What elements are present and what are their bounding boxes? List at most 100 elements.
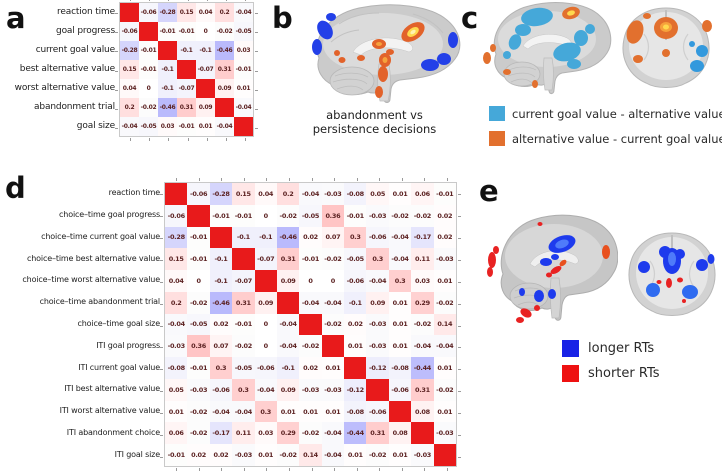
panel-b-caption-line1: abandonment vs xyxy=(326,108,423,122)
matrix-diagonal-cell xyxy=(299,313,322,336)
matrix-cell: -0.28 xyxy=(158,3,177,22)
activation-blobs-e-coronal xyxy=(638,246,715,303)
matrix-cell: -0.1 xyxy=(254,226,277,249)
matrix-cell: -0.07 xyxy=(254,248,277,271)
matrix-cell: -0.1 xyxy=(158,60,177,79)
matrix-cell: -0.1 xyxy=(232,226,255,249)
matrix-diagonal-cell xyxy=(433,444,456,466)
axis-tick xyxy=(266,468,268,471)
brain-coronal-goal-value xyxy=(622,7,712,88)
matrix-cell: 0.01 xyxy=(234,79,253,98)
matrix-cell: -0.07 xyxy=(177,79,196,98)
matrix-cell: 0.01 xyxy=(344,335,367,358)
matrix-cell: -0.02 xyxy=(321,313,345,336)
matrix-cell: -0.08 xyxy=(344,400,367,423)
matrix-cell: 0.03 xyxy=(411,270,434,292)
matrix-row-label: goal size xyxy=(76,120,115,131)
axis-tick xyxy=(356,178,358,181)
matrix-cell: 0.01 xyxy=(321,357,345,379)
matrix-cell: -0.04 xyxy=(276,313,300,336)
matrix-cell: 0.01 xyxy=(388,183,412,205)
matrix-cell: -0.08 xyxy=(165,357,188,379)
matrix-row-label: ITI goal progress xyxy=(96,340,160,350)
panel-a-correlation-matrix: -0.06 -0.28 0.15 0.04 0.2 -0.04 -0.06 -0.01 -0.0… xyxy=(115,0,258,141)
axis-tick xyxy=(255,109,258,111)
axis-tick xyxy=(401,178,403,181)
axis-tick xyxy=(458,435,461,437)
axis-tick xyxy=(206,138,208,141)
axis-tick xyxy=(243,468,245,471)
matrix-cell: 0.03 xyxy=(158,117,177,136)
axis-tick xyxy=(458,369,461,371)
axis-tick xyxy=(160,347,163,349)
matrix-cell: -0.01 xyxy=(139,41,158,60)
matrix-cell: -0.1 xyxy=(209,270,233,292)
matrix-cell: 0.02 xyxy=(209,313,233,336)
legend-label: shorter RTs xyxy=(588,366,660,381)
matrix-cell: 0.09 xyxy=(215,79,234,98)
axis-tick xyxy=(458,347,461,349)
matrix-cell: -0.06 xyxy=(254,357,277,379)
axis-tick xyxy=(245,0,247,1)
axis-tick xyxy=(334,178,336,181)
matrix-cell: -0.05 xyxy=(234,22,253,41)
matrix-cell: 0.03 xyxy=(234,41,253,60)
axis-tick xyxy=(226,138,228,141)
matrix-cell: 0.09 xyxy=(254,291,277,314)
matrix-cell: 0.09 xyxy=(276,270,300,292)
matrix-cell: 0.15 xyxy=(165,248,188,271)
panel-b-letter: b xyxy=(272,1,293,35)
matrix-cell: -0.05 xyxy=(299,204,322,227)
axis-tick xyxy=(160,457,163,459)
axis-tick xyxy=(458,457,461,459)
matrix-cell: -0.02 xyxy=(433,378,456,401)
matrix-cell: 0.14 xyxy=(433,313,456,336)
matrix-cell: 0.05 xyxy=(366,183,389,205)
matrix-row-label: choice–time current goal value xyxy=(41,231,160,241)
matrix-cell: -0.02 xyxy=(215,22,234,41)
matrix-cell: 0.11 xyxy=(411,248,434,271)
axis-tick xyxy=(160,435,163,437)
matrix-cell: 0.04 xyxy=(165,270,188,292)
axis-tick xyxy=(458,413,461,415)
matrix-row-label: ITI worst alternative value xyxy=(59,406,161,416)
matrix-cell: 0.29 xyxy=(411,291,434,314)
matrix-cell: -0.28 xyxy=(209,183,233,205)
matrix-cell: -0.04 xyxy=(433,335,456,358)
matrix-row-label: abandonment trial xyxy=(34,101,115,112)
axis-tick xyxy=(129,138,131,141)
matrix-cell: 0.01 xyxy=(276,400,300,423)
axis-tick xyxy=(458,215,461,217)
matrix-cell: -0.08 xyxy=(344,183,367,205)
axis-tick xyxy=(446,178,448,181)
matrix-cell: -0.03 xyxy=(411,444,434,466)
axis-tick xyxy=(288,468,290,471)
axis-tick xyxy=(458,391,461,393)
axis-tick xyxy=(379,178,381,181)
panel-a-row-labels: reaction time goal progress current goal v… xyxy=(0,2,116,135)
axis-tick xyxy=(115,31,118,33)
panel-d-letter: d xyxy=(5,171,26,205)
axis-tick xyxy=(221,468,223,471)
matrix-diagonal-cell xyxy=(177,60,196,79)
matrix-cell: -0.17 xyxy=(411,226,434,249)
matrix-cell: -0.02 xyxy=(388,204,412,227)
matrix-cell: 0.15 xyxy=(120,60,139,79)
matrix-cell: -0.04 xyxy=(299,183,322,205)
matrix-cell: 0.14 xyxy=(299,444,322,466)
matrix-cell: -0.04 xyxy=(366,270,389,292)
matrix-cell: -0.02 xyxy=(411,313,434,336)
matrix-diagonal-cell xyxy=(209,226,233,249)
matrix-cell: -0.02 xyxy=(276,444,300,466)
matrix-cell: 0.15 xyxy=(177,3,196,22)
axis-tick xyxy=(160,281,163,283)
matrix-cell: -0.1 xyxy=(344,291,367,314)
legend-label: current goal value - alternative value xyxy=(512,106,722,121)
axis-tick xyxy=(311,468,313,471)
matrix-cell: -0.05 xyxy=(344,248,367,271)
axis-tick xyxy=(288,178,290,181)
panel-c-letter: c xyxy=(461,1,479,35)
matrix-diagonal-cell xyxy=(196,79,215,98)
matrix-cell: 0.03 xyxy=(254,422,277,445)
